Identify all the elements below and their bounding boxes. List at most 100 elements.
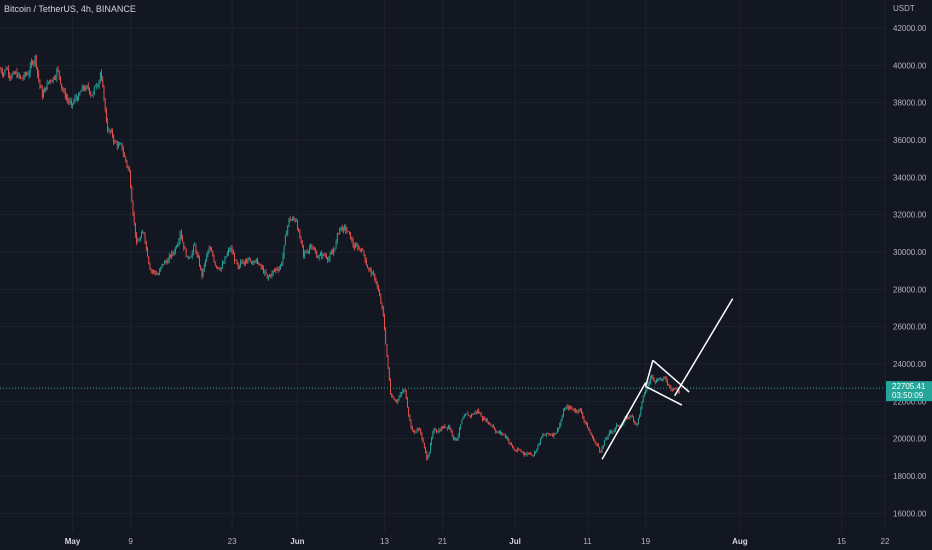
candle-body	[627, 416, 628, 419]
candle-body	[199, 257, 200, 266]
candle-body	[533, 452, 535, 456]
price-unit: USDT	[893, 4, 915, 13]
x-tick-label: 23	[228, 537, 237, 546]
candle-body	[31, 61, 32, 66]
candle-body	[538, 443, 540, 445]
candle-body	[521, 451, 523, 453]
flagpole-line	[601, 382, 647, 460]
candle-body	[82, 86, 84, 88]
candle-body	[640, 408, 642, 415]
candle-body	[43, 92, 44, 98]
candle-body	[339, 227, 341, 234]
candle-body	[422, 439, 424, 444]
candle-body	[112, 130, 113, 136]
candle-body	[177, 244, 179, 247]
candle-body	[73, 101, 75, 104]
candle-body	[311, 244, 313, 249]
candle-body	[342, 227, 344, 232]
candle-body	[286, 233, 287, 236]
candle-body	[121, 143, 123, 150]
candle-body	[449, 425, 451, 430]
candle-body	[155, 272, 157, 275]
candle-body	[51, 80, 53, 82]
candle-body	[306, 252, 308, 253]
candle-body	[489, 422, 491, 425]
candle-body	[387, 356, 389, 368]
candle-body	[45, 87, 47, 90]
y-tick-label: 36000.00	[893, 136, 927, 145]
candle-body	[341, 226, 343, 232]
time-axis[interactable]: May 9 23 Jun 13 21 Jul 11 19 Aug 15 22	[65, 537, 890, 546]
candle-body	[252, 261, 254, 263]
candle-body	[315, 250, 316, 252]
candle-body	[5, 69, 7, 70]
candle-body	[317, 257, 319, 259]
candle-body	[380, 295, 382, 304]
candle-body	[242, 261, 244, 264]
candle-body	[76, 97, 78, 101]
candle-body	[598, 444, 599, 448]
y-tick-label: 38000.00	[893, 99, 927, 108]
x-tick-label: 11	[583, 537, 592, 546]
candle-body	[463, 415, 465, 419]
candle-body	[125, 156, 127, 161]
candle-body	[399, 394, 401, 398]
candle-body	[547, 432, 549, 434]
candle-body	[133, 214, 135, 223]
candle-body	[642, 395, 644, 402]
candle-body	[299, 231, 301, 238]
candle-body	[34, 56, 36, 63]
candle-body	[3, 73, 5, 75]
candle-body	[96, 86, 98, 87]
candle-body	[654, 380, 656, 383]
candle-body	[35, 56, 37, 68]
candle-body	[304, 252, 306, 256]
candle-body	[455, 437, 457, 441]
candle-body	[213, 255, 215, 262]
candle-body	[569, 406, 570, 409]
last-price-label: 22705.41	[892, 382, 926, 391]
candle-body	[58, 70, 60, 77]
candle-body	[519, 449, 521, 451]
candle-body	[498, 431, 500, 434]
candle-body	[63, 90, 65, 92]
candle-body	[55, 77, 57, 79]
candle-body	[621, 426, 622, 428]
y-tick-label: 30000.00	[893, 248, 927, 257]
candle-body	[52, 77, 54, 82]
candle-body	[172, 252, 174, 254]
candle-body	[472, 414, 474, 415]
candle-body	[347, 231, 349, 233]
candle-body	[39, 79, 41, 86]
candle-body	[278, 268, 280, 271]
candle-body	[390, 380, 391, 394]
candle-body	[148, 256, 150, 264]
symbol-title: Bitcoin / TetherUS, 4h, BINANCE	[4, 4, 136, 14]
candle-body	[276, 268, 278, 270]
candle-body	[559, 424, 561, 429]
candle-body	[549, 434, 551, 435]
candle-body	[637, 418, 639, 424]
candle-body	[407, 398, 408, 408]
candle-body	[672, 388, 674, 391]
candle-body	[417, 429, 419, 431]
flag-pattern-drawing[interactable]	[601, 298, 734, 460]
candle-body	[555, 432, 557, 434]
candle-body	[15, 71, 17, 74]
candle-body	[639, 414, 640, 419]
candle-body	[665, 377, 667, 381]
candle-body	[132, 201, 134, 215]
candle-body	[64, 91, 66, 97]
candle-body	[650, 378, 651, 383]
candle-body	[128, 168, 130, 172]
candle-body	[348, 231, 350, 233]
candle-body	[426, 452, 428, 460]
candle-body	[324, 255, 326, 256]
candle-body	[358, 248, 360, 250]
price-axis[interactable]: 16000.00 18000.00 20000.00 22000.00 24000.00…	[893, 24, 927, 518]
candle-body	[200, 265, 202, 270]
candle-body	[215, 266, 217, 267]
x-tick-label: 13	[380, 537, 389, 546]
candle-body	[28, 73, 30, 75]
